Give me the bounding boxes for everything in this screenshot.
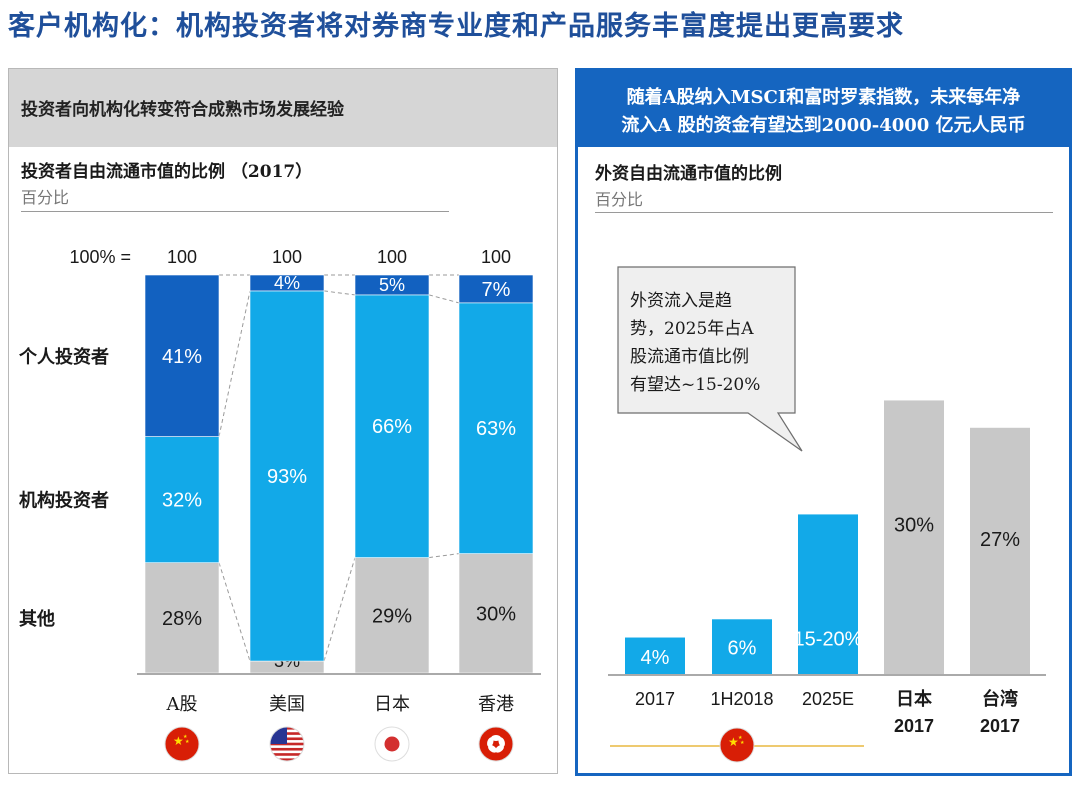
right-chart-title: 外资自由流通市值的比例 — [595, 164, 782, 184]
bar-data-label: 32% — [162, 490, 202, 512]
bar-data-label: 5% — [379, 275, 405, 295]
connector-line — [323, 557, 356, 662]
left-panel-header: 投资者向机构化转变符合成熟市场发展经验 — [9, 69, 557, 147]
x-tick-label: 1H2018 — [710, 689, 773, 709]
svg-text:★: ★ — [185, 739, 190, 745]
left-panel: 投资者向机构化转变符合成熟市场发展经验 投资者自由流通市值的比例 （2017） … — [8, 68, 558, 774]
total-value: 100 — [377, 247, 407, 267]
japan-flag-icon — [374, 726, 410, 762]
bar-segment — [249, 290, 325, 662]
bar — [970, 427, 1030, 674]
callout: 外资流入是趋 势，2025年占A 股流通市值比例 有望达~15-20% — [617, 266, 803, 452]
connector-line — [428, 294, 460, 304]
bar-data-label: 15-20% — [794, 628, 863, 650]
total-label: 100% = — [69, 247, 131, 267]
right-panel-header: 随着A股纳入MSCI和富时罗素指数，未来每年净 流入A 股的资金有望达到2000… — [578, 71, 1069, 147]
bar-segment — [249, 274, 325, 292]
connector-line — [218, 290, 251, 437]
bar-data-label: 4% — [641, 647, 670, 669]
left-panel-header-text: 投资者向机构化转变符合成熟市场发展经验 — [21, 100, 344, 120]
china-flag-icon: ★ ★★ — [164, 726, 200, 762]
bar-segment — [458, 553, 534, 674]
total-value: 100 — [272, 247, 302, 267]
bar-data-label: 4% — [274, 273, 300, 293]
legend-label: 其他 — [19, 608, 55, 630]
bar-data-label: 6% — [728, 638, 757, 660]
connector-line — [428, 553, 460, 559]
investor-structure-chart: 100% =10028%32%41%A股★★★1003%93%4%美国10029… — [18, 247, 541, 762]
right-header-line-1: 随着A股纳入MSCI和富时罗素指数，未来每年净 — [626, 87, 1021, 108]
bar-data-label: 63% — [476, 418, 516, 440]
right-header-line-2: 流入A 股的资金有望达到2000-4000 亿元人民币 — [621, 115, 1026, 136]
right-panel: 随着A股纳入MSCI和富时罗素指数，未来每年净 流入A 股的资金有望达到2000… — [575, 68, 1072, 776]
usa-flag-icon — [269, 726, 305, 762]
left-chart-title: 投资者自由流通市值的比例 （2017） — [21, 162, 313, 182]
x-tick-label: 2017 — [894, 716, 934, 736]
legend-label: 个人投资者 — [18, 346, 109, 368]
callout-line-1: 外资流入是趋 — [630, 291, 732, 311]
svg-text:★: ★ — [740, 740, 745, 746]
bar-segment — [354, 557, 430, 674]
x-tick-label: 日本 — [374, 694, 410, 715]
svg-text:★: ★ — [183, 734, 188, 740]
x-tick-label: 日本 — [896, 688, 932, 710]
china-flag-icon: ★ ★★ — [719, 727, 755, 763]
left-divider — [21, 211, 449, 212]
callout-line-3: 股流通市值比例 — [630, 347, 749, 367]
bar — [798, 514, 858, 674]
x-tick-label: 2017 — [980, 716, 1020, 736]
bar — [625, 637, 685, 674]
x-tick-label: A股 — [166, 694, 198, 715]
bar-data-label: 27% — [980, 529, 1020, 551]
svg-text:★: ★ — [738, 735, 743, 741]
callout-box — [617, 266, 803, 452]
bar-data-label: 28% — [162, 608, 202, 630]
bar — [712, 619, 772, 674]
bar-segment — [354, 274, 430, 296]
callout-line-4: 有望达~15-20% — [630, 375, 760, 395]
bar-data-label: 30% — [894, 515, 934, 537]
bar-data-label: 66% — [372, 416, 412, 438]
svg-text:★: ★ — [173, 734, 184, 748]
x-tick-label: 香港 — [478, 694, 514, 715]
bar-data-label: 30% — [476, 603, 516, 625]
page-title: 客户机构化：机构投资者将对券商专业度和产品服务丰富度提出更高要求 — [8, 11, 904, 42]
foreign-ownership-chart: 外资流入是趋 势，2025年占A 股流通市值比例 有望达~15-20% 4% 20… — [608, 266, 1046, 763]
x-tick-label: 美国 — [269, 694, 305, 715]
left-chart-unit: 百分比 — [21, 188, 70, 207]
bar-data-label: 93% — [267, 466, 307, 488]
bar-data-label: 29% — [372, 605, 412, 627]
total-value: 100 — [167, 247, 197, 267]
hongkong-flag-icon — [478, 726, 514, 762]
legend-label: 机构投资者 — [19, 490, 109, 512]
x-tick-label: 2025E — [802, 689, 854, 709]
total-value: 100 — [481, 247, 511, 267]
connector-line — [323, 290, 356, 296]
bar-segment — [144, 436, 220, 563]
callout-line-2: 势，2025年占A — [630, 319, 754, 339]
bar-data-label: 41% — [162, 346, 202, 368]
bar-segment — [458, 302, 534, 554]
connector-line — [218, 562, 251, 662]
bar-segment — [144, 274, 220, 437]
x-tick-label: 2017 — [635, 689, 675, 709]
x-tick-label: 台湾 — [982, 688, 1018, 710]
bar-segment — [354, 294, 430, 558]
right-chart-unit: 百分比 — [595, 190, 644, 209]
svg-text:★: ★ — [728, 735, 739, 749]
bar-segment — [458, 274, 534, 304]
right-divider — [595, 212, 1053, 213]
bar — [884, 400, 944, 674]
bar-data-label: 7% — [482, 279, 511, 301]
